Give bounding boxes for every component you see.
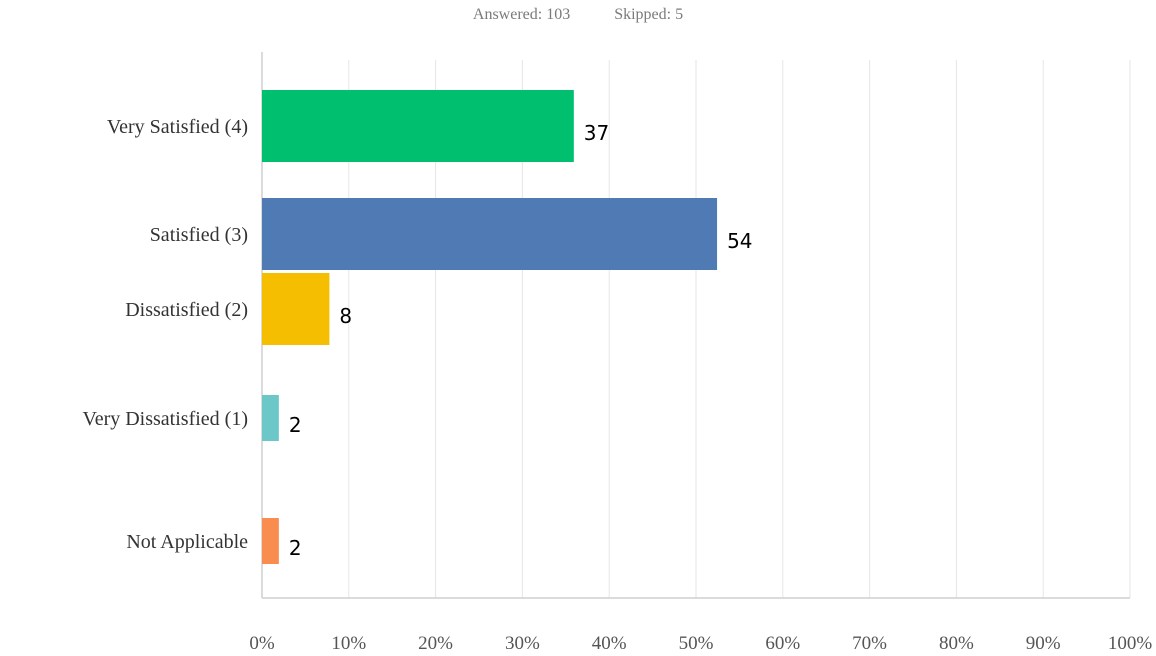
x-tick-label: 10% [331,633,366,654]
category-label: Satisfied (3) [150,224,248,246]
skipped-count: Skipped: 5 [614,6,684,23]
x-tick-label: 0% [249,633,275,654]
x-tick-label: 80% [939,633,974,654]
category-label: Very Satisfied (4) [107,116,248,138]
value-label: 2 [289,536,302,560]
bar [262,518,279,564]
value-label: 37 [584,121,609,145]
x-tick-label: 100% [1108,633,1153,654]
value-label: 2 [289,413,302,437]
x-tick-label: 30% [505,633,540,654]
value-label: 54 [727,229,752,253]
bar [262,273,330,345]
x-tick-label: 40% [592,633,627,654]
category-label: Very Dissatisfied (1) [82,408,248,430]
answered-count: Answered: 103 [472,6,571,23]
x-tick-label: 70% [852,633,887,654]
bar [262,90,574,162]
bar [262,198,718,270]
category-label: Dissatisfied (2) [125,299,248,321]
x-tick-label: 20% [418,633,453,654]
response-summary: Answered: 103 Skipped: 5 [0,6,1156,24]
x-tick-label: 50% [679,633,714,654]
bar [262,395,279,441]
value-label: 8 [339,304,352,328]
x-tick-label: 90% [1026,633,1061,654]
x-tick-label: 60% [765,633,800,654]
category-label: Not Applicable [126,531,248,553]
